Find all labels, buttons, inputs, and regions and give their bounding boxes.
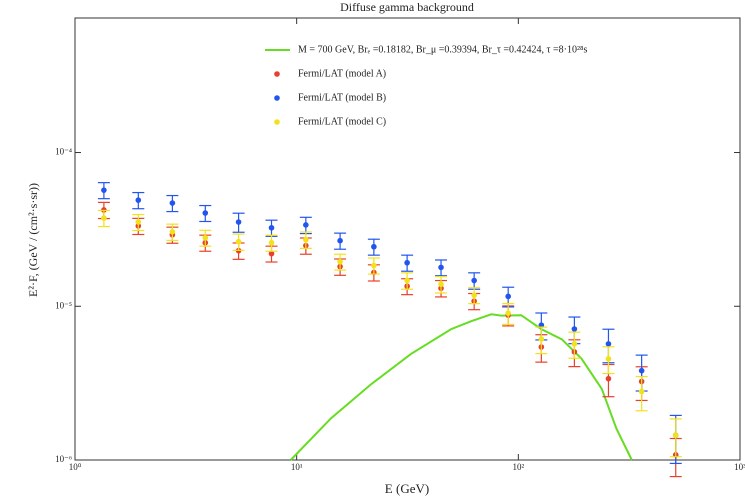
data-point xyxy=(471,292,477,299)
y-tick-label: 10⁻⁴ xyxy=(55,147,72,157)
data-point xyxy=(605,356,612,362)
legend-label: Fermi/LAT (model A) xyxy=(298,68,386,79)
legend-swatch xyxy=(274,71,280,77)
data-point xyxy=(303,222,309,228)
model-line xyxy=(289,313,633,461)
data-point xyxy=(337,258,343,265)
legend-label: Fermi/LAT (model C) xyxy=(298,116,386,127)
data-point xyxy=(404,277,410,284)
data-point xyxy=(571,326,578,332)
plot-frame xyxy=(74,17,741,461)
data-point xyxy=(135,219,142,225)
data-point xyxy=(268,224,275,231)
data-point xyxy=(268,250,275,257)
data-point xyxy=(438,264,444,271)
data-point xyxy=(538,336,545,342)
data-point xyxy=(235,219,242,225)
chart-title: Diffuse gamma background xyxy=(340,0,474,14)
data-point xyxy=(371,262,377,269)
x-tick-label: 10³ xyxy=(734,462,745,472)
data-point xyxy=(672,432,679,438)
data-point xyxy=(235,238,242,245)
data-point xyxy=(101,187,107,193)
legend-swatch xyxy=(274,119,280,125)
data-point xyxy=(605,341,612,347)
x-tick-label: 10¹ xyxy=(291,462,303,472)
data-point xyxy=(169,229,176,235)
data-point xyxy=(638,388,645,395)
data-point xyxy=(202,234,209,241)
data-point xyxy=(505,310,511,316)
y-axis-label: E²·F, (GeV / (cm²·s·sr)) xyxy=(26,183,40,297)
legend-label: Fermi/LAT (model B) xyxy=(298,92,386,103)
x-axis-label: E (GeV) xyxy=(385,481,429,496)
data-point xyxy=(605,375,612,382)
data-point xyxy=(505,293,511,300)
data-point xyxy=(337,237,343,244)
data-point xyxy=(638,367,645,374)
data-point xyxy=(438,281,444,288)
data-point xyxy=(169,200,176,206)
y-tick-label: 10⁻⁵ xyxy=(55,300,72,310)
y-tick-label: 10⁻⁶ xyxy=(55,454,72,464)
data-point xyxy=(404,259,410,266)
data-point xyxy=(268,239,275,246)
x-tick-label: 10⁰ xyxy=(69,462,82,472)
data-point xyxy=(135,197,142,203)
data-point xyxy=(202,210,209,216)
legend-label: M = 700 GeV, Brₑ =0.18182, Br_μ =0.39394… xyxy=(298,44,587,55)
data-point xyxy=(101,215,107,221)
data-point xyxy=(371,243,377,250)
data-point xyxy=(303,236,309,243)
data-point xyxy=(471,277,477,284)
legend-swatch xyxy=(274,95,280,101)
x-tick-label: 10² xyxy=(512,462,524,472)
data-point xyxy=(571,341,578,347)
